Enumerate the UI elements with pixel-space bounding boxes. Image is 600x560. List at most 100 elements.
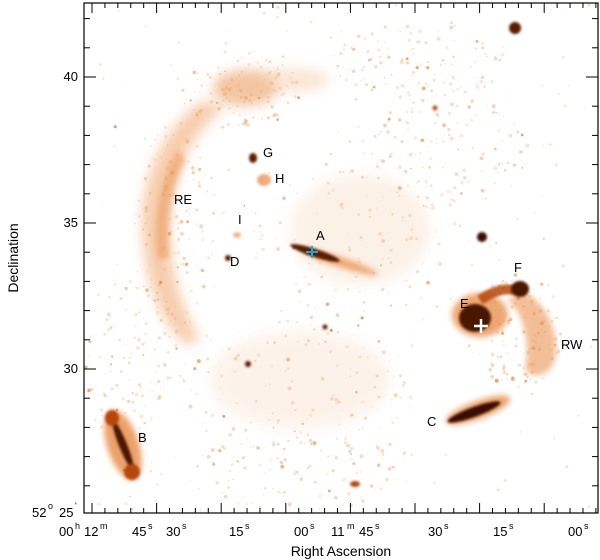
noise-speck [412,101,415,104]
noise-speck [511,263,514,266]
noise-speck [151,389,154,392]
noise-speck [419,63,423,67]
noise-speck [496,355,500,358]
noise-speck [144,332,148,336]
noise-speck [310,442,313,445]
noise-speck [516,218,519,221]
noise-speck [336,64,340,68]
noise-speck [532,288,535,290]
noise-speck [177,226,180,230]
noise-speck [501,279,505,283]
noise-speck [363,301,366,304]
noise-speck [113,125,117,129]
noise-speck [210,413,215,418]
noise-speck [238,114,242,117]
noise-speck [270,104,274,108]
svg-text:s: s [310,521,315,531]
noise-speck [517,363,522,367]
noise-speck [342,66,345,69]
noise-speck [223,495,228,499]
noise-speck [279,460,284,465]
noise-speck [452,55,456,59]
noise-speck [181,88,185,92]
noise-speck [102,201,104,203]
noise-speck [540,282,544,286]
noise-speck [332,54,335,57]
noise-speck [452,89,455,93]
noise-speck [164,134,168,139]
svg-text:12: 12 [84,524,98,539]
noise-speck [318,508,321,511]
noise-speck [179,195,182,198]
noise-speck [504,281,509,286]
noise-speck [357,125,360,128]
noise-speck [324,162,328,166]
noise-speck [181,377,184,380]
noise-speck [281,55,285,59]
noise-speck [252,230,255,233]
noise-speck [424,41,428,45]
noise-speck [249,421,252,424]
noise-speck [135,213,137,216]
noise-speck [386,129,390,134]
noise-speck [346,60,348,62]
noise-speck [195,392,198,396]
noise-speck [178,222,181,225]
noise-speck [184,102,186,105]
noise-speck [395,4,398,7]
noise-speck [511,279,513,282]
noise-speck [251,56,254,59]
noise-speck [445,46,449,50]
noise-speck [206,357,210,361]
noise-speck [200,268,205,273]
noise-speck [561,55,565,59]
noise-speck [521,159,523,162]
noise-speck [259,225,261,227]
noise-speck [117,338,122,342]
noise-speck [554,317,556,319]
noise-speck [138,311,141,314]
noise-speck [141,394,144,397]
noise-speck [178,237,180,240]
noise-speck [112,279,115,281]
noise-speck [277,490,280,494]
noise-speck [202,423,204,425]
noise-speck [185,98,187,100]
noise-speck [388,105,391,107]
noise-speck [164,126,167,129]
noise-speck [229,470,232,473]
noise-speck [241,56,244,59]
noise-speck [231,427,236,431]
noise-speck [457,148,459,151]
source-i [233,232,241,238]
noise-speck [403,62,405,65]
noise-speck [409,32,413,35]
noise-speck [189,99,192,102]
noise-speck [244,123,247,126]
noise-speck [389,152,393,156]
noise-speck [379,158,382,162]
noise-speck [475,114,477,117]
noise-speck [449,136,454,141]
noise-speck [500,331,505,335]
noise-speck [403,460,406,462]
noise-speck [500,378,503,381]
noise-speck [156,379,161,384]
noise-speck [299,477,304,481]
noise-speck [399,30,402,33]
noise-speck [228,433,232,437]
noise-speck [170,230,173,233]
noise-speck [475,85,480,89]
noise-speck [388,155,392,159]
noise-speck [144,322,148,325]
noise-speck [309,315,314,320]
noise-speck [195,144,199,149]
noise-speck [220,125,224,129]
noise-speck [348,171,351,174]
noise-speck [369,484,374,488]
noise-speck [241,122,245,126]
noise-speck [412,71,415,74]
noise-speck [377,40,379,42]
noise-speck [306,466,310,470]
noise-speck [193,367,197,371]
